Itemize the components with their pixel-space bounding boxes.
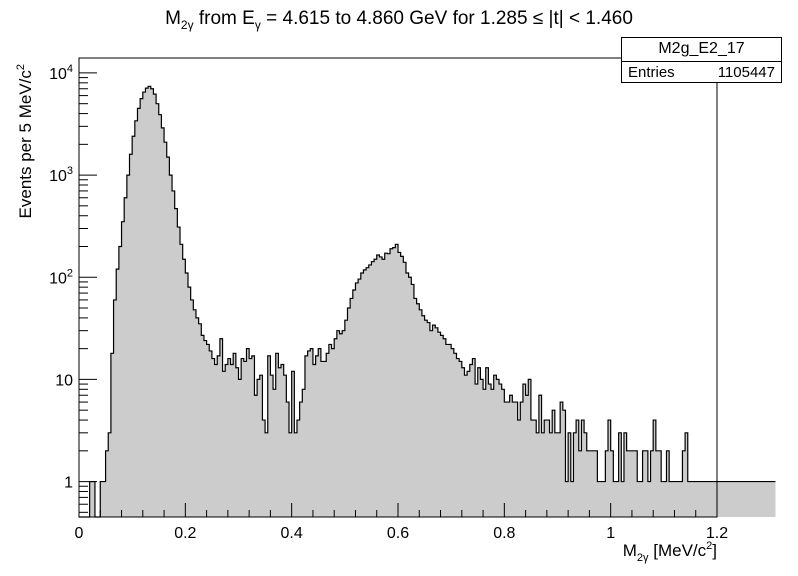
x-tick-label: 1 (606, 525, 615, 542)
x-tick-label: 0.2 (174, 525, 196, 542)
x-tick-label: 0.4 (281, 525, 303, 542)
histogram-bars (79, 85, 776, 518)
y-tick-label: 102 (49, 267, 73, 287)
stats-entries-value: 1105447 (717, 64, 775, 81)
stats-histogram-name: M2g_E2_17 (622, 38, 781, 62)
x-tick-label: 0.6 (387, 525, 409, 542)
chart-title: M2γ from Eγ = 4.615 to 4.860 GeV for 1.2… (165, 8, 633, 32)
x-tick-label: 0 (75, 525, 84, 542)
y-tick-label: 103 (49, 165, 73, 185)
y-tick-label: 10 (55, 372, 73, 389)
stats-entries-row: Entries 1105447 (622, 62, 781, 84)
x-axis-label: M2γ [MeV/c2] (623, 540, 717, 564)
y-tick-label: 1 (64, 475, 73, 492)
y-tick-label: 104 (49, 63, 73, 83)
y-axis: 1 10 102 103 104 (49, 63, 97, 513)
x-tick-label: 1.2 (706, 525, 728, 542)
histogram-fill (79, 86, 776, 517)
stats-box: M2g_E2_17 Entries 1105447 (621, 37, 782, 83)
stats-entries-label: Entries (628, 64, 675, 81)
x-axis: 0 0.2 0.4 0.6 0.8 1 1.2 (75, 503, 728, 542)
histogram-outline (79, 85, 776, 518)
x-tick-label: 0.8 (493, 525, 515, 542)
y-axis-label: Events per 5 MeV/c2 (15, 64, 35, 218)
